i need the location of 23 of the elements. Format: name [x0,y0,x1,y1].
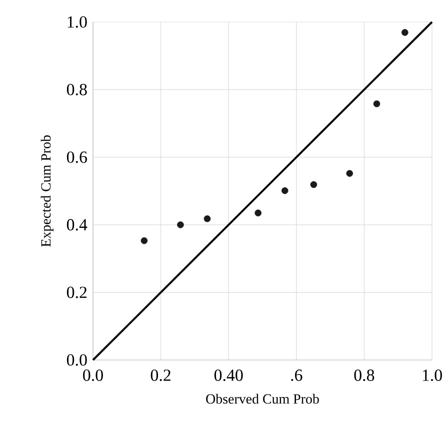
x-axis-title: Observed Cum Prob [206,394,319,404]
x-tick-label: 0.40 [214,370,243,382]
x-tick-label: 0.2 [150,370,170,382]
y-tick-label: 0.4 [66,219,88,231]
point [346,170,354,177]
point [373,100,380,108]
y-tick-label: 0.2 [66,286,87,298]
y-axis-title: Expected Cum Prob [40,135,54,247]
point [281,187,288,194]
point [177,221,184,228]
x-tick-label: 0.8 [354,370,374,382]
point [204,215,211,222]
y-tick-label: 0.6 [66,151,87,163]
x-tick-label: .6 [291,370,302,381]
x-tick-label: 1.0 [422,370,442,382]
point [401,29,408,36]
y-tick-label: 0.8 [66,84,87,96]
y-tick-label: 0.0 [66,354,87,366]
y-tick-label: 1.0 [68,16,87,28]
point [310,181,318,188]
point [254,210,262,216]
x-tick-label: 0.0 [83,370,103,382]
point [140,237,148,244]
